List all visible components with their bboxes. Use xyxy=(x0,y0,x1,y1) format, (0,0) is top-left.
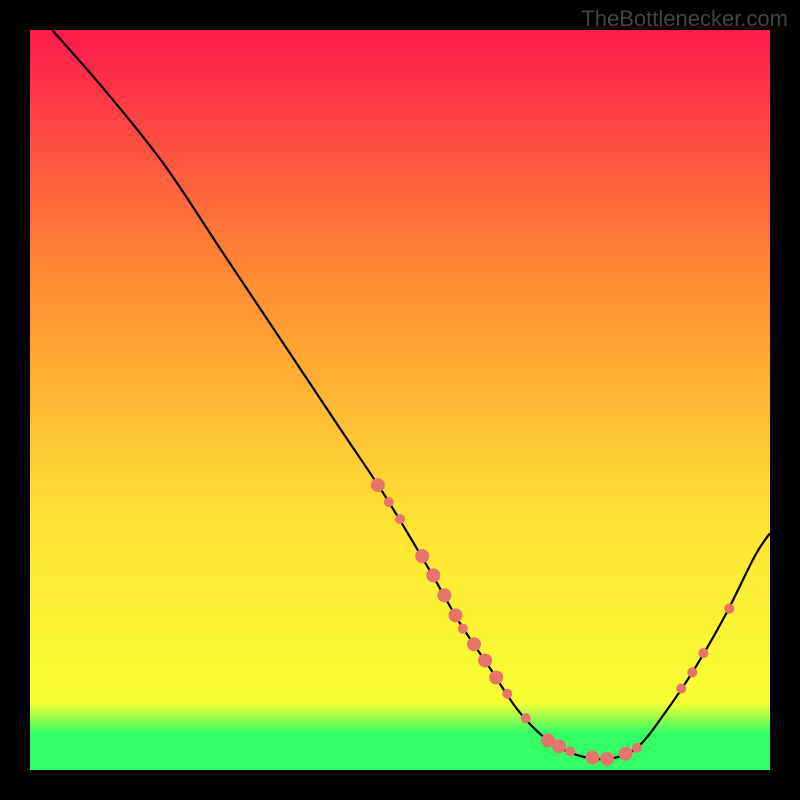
data-marker xyxy=(698,648,708,658)
data-marker xyxy=(437,588,451,602)
data-marker xyxy=(371,478,385,492)
data-marker xyxy=(415,549,429,563)
data-marker xyxy=(724,604,734,614)
data-marker xyxy=(687,667,697,677)
data-marker xyxy=(552,739,566,753)
data-marker xyxy=(478,653,492,667)
data-marker xyxy=(449,608,463,622)
data-marker xyxy=(632,743,642,753)
data-marker xyxy=(489,671,503,685)
marker-group xyxy=(371,478,735,766)
chart-plot-area xyxy=(30,30,770,770)
chart-svg xyxy=(30,30,770,770)
data-marker xyxy=(502,689,512,699)
bottleneck-curve xyxy=(52,30,770,759)
data-marker xyxy=(676,684,686,694)
data-marker xyxy=(467,637,481,651)
data-marker xyxy=(458,624,468,634)
data-marker xyxy=(619,747,633,761)
data-marker xyxy=(565,747,575,757)
data-marker xyxy=(600,752,614,766)
data-marker xyxy=(585,750,599,764)
watermark-text: TheBottlenecker.com xyxy=(581,6,788,32)
data-marker xyxy=(521,713,531,723)
data-marker xyxy=(426,568,440,582)
data-marker xyxy=(384,497,394,507)
data-marker xyxy=(395,514,405,524)
